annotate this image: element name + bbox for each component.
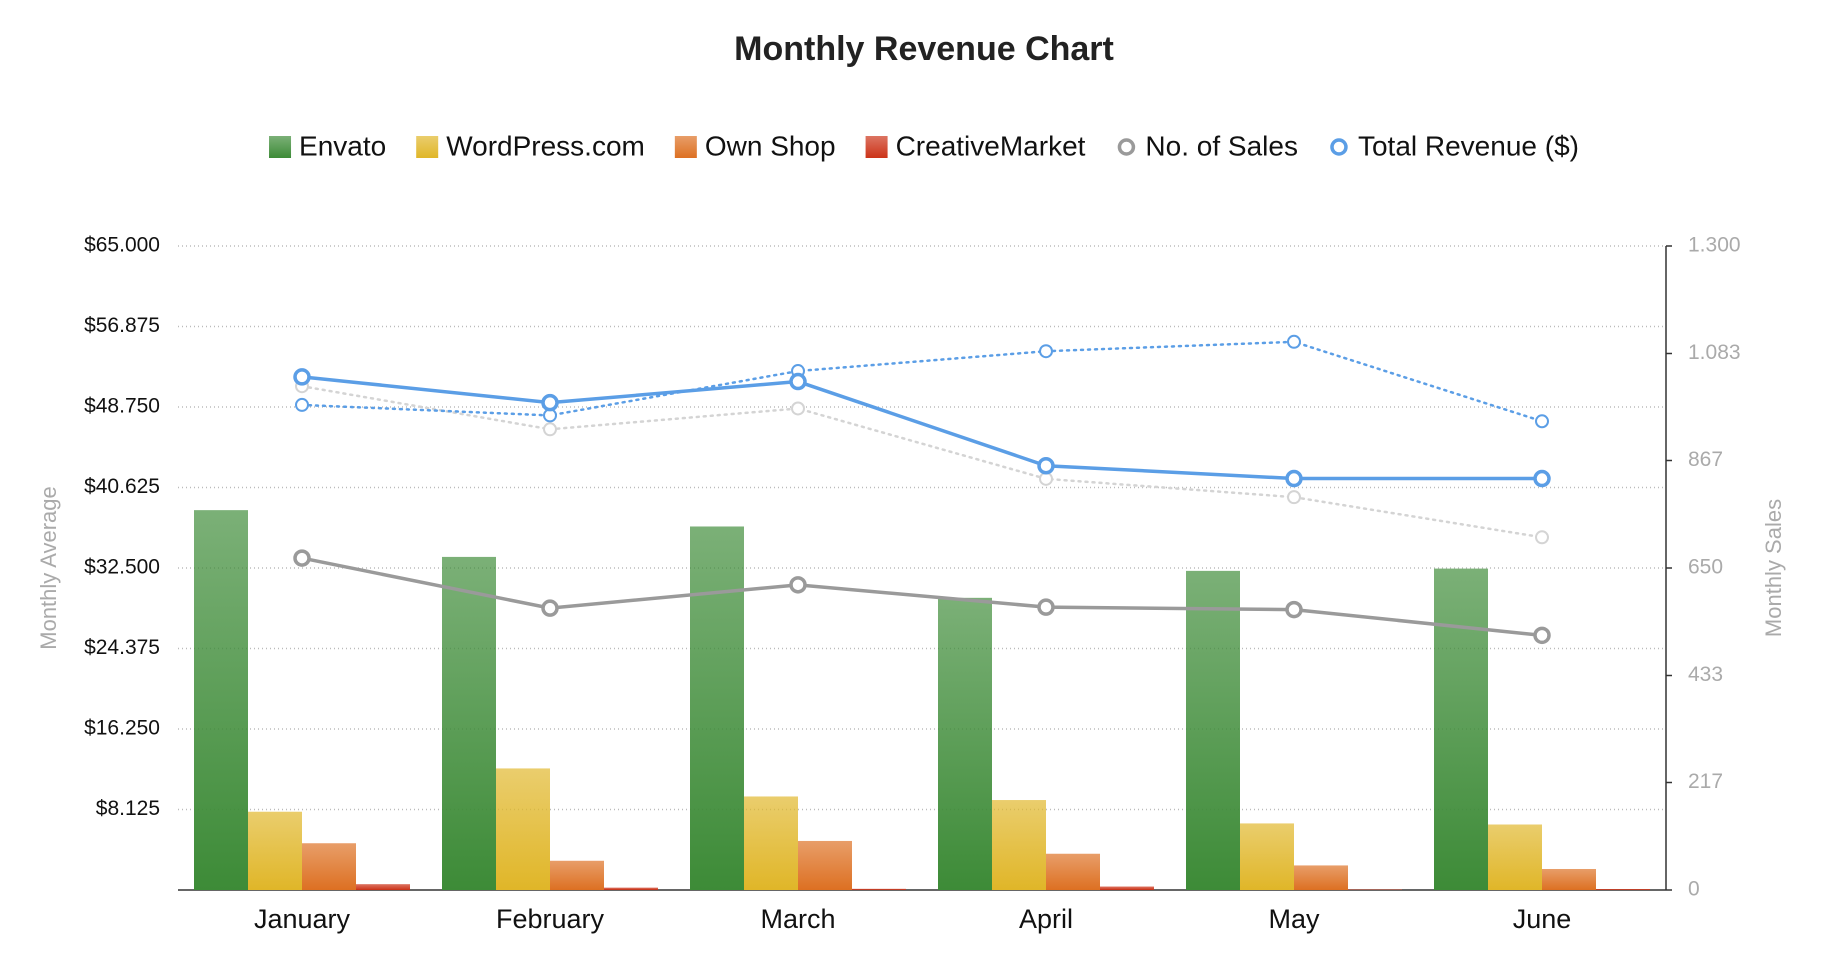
- y-tick-label: $16.250: [84, 717, 160, 740]
- legend-swatch: [1117, 138, 1136, 156]
- line-marker: [1287, 490, 1301, 505]
- y2-tick-label: 0: [1688, 878, 1700, 901]
- line-marker: [789, 372, 807, 391]
- bar: [798, 840, 852, 890]
- x-tick-label: March: [760, 904, 835, 934]
- bar: [1542, 868, 1596, 890]
- bar: [1434, 568, 1488, 890]
- legend-label: Total Revenue ($): [1358, 130, 1579, 161]
- y-axis-title: Monthly Average: [36, 486, 61, 649]
- y-tick-label: $8.125: [96, 797, 160, 820]
- bar: [1186, 570, 1240, 890]
- line-marker: [1287, 334, 1301, 349]
- y2-tick-label: 1.300: [1688, 234, 1741, 257]
- y-tick-label: $65.000: [84, 234, 160, 257]
- bar: [938, 597, 992, 890]
- bar: [442, 556, 496, 890]
- legend-item[interactable]: CreativeMarket: [865, 130, 1086, 161]
- dotted-line: [300, 384, 1544, 539]
- y2-tick-label: 433: [1688, 663, 1723, 686]
- line-marker: [1535, 530, 1549, 545]
- y-tick-label: $56.875: [84, 314, 160, 337]
- bar: [1294, 865, 1348, 890]
- line-marker: [1037, 598, 1055, 616]
- line-marker: [541, 599, 559, 617]
- line-marker: [293, 368, 311, 386]
- legend-swatch: [269, 136, 292, 158]
- line-marker: [1037, 457, 1055, 475]
- legend-swatch: [865, 136, 888, 158]
- legend-item[interactable]: WordPress.com: [416, 130, 645, 161]
- x-tick-label: April: [1019, 904, 1073, 934]
- bar: [1488, 824, 1542, 890]
- bar: [302, 843, 356, 890]
- legend-label: Envato: [299, 130, 386, 161]
- bar: [1596, 889, 1650, 890]
- line-marker: [1039, 344, 1053, 359]
- bar: [550, 860, 604, 890]
- chart-title: Monthly Revenue Chart: [734, 30, 1114, 68]
- bar: [852, 888, 906, 890]
- line-marker: [1039, 471, 1053, 486]
- legend-swatch: [674, 136, 697, 158]
- x-tick-label: January: [254, 904, 351, 934]
- bar: [690, 526, 744, 890]
- y2-tick-label: 650: [1688, 556, 1723, 579]
- legend-item[interactable]: Envato: [269, 130, 386, 161]
- bar: [1240, 823, 1294, 890]
- line-marker: [791, 401, 805, 416]
- legend-item[interactable]: Own Shop: [674, 130, 836, 161]
- y-tick-label: $40.625: [84, 475, 160, 498]
- bar: [356, 884, 410, 890]
- bar: [248, 811, 302, 890]
- bar: [1046, 853, 1100, 890]
- y2-axis-title: Monthly Sales: [1761, 499, 1786, 637]
- x-tick-label: June: [1513, 904, 1572, 934]
- bar: [194, 510, 248, 890]
- y2-tick-label: 867: [1688, 448, 1723, 471]
- bar: [496, 768, 550, 890]
- bar: [992, 800, 1046, 890]
- line-marker: [1533, 469, 1551, 488]
- line-marker: [1533, 626, 1551, 645]
- line-marker: [1285, 469, 1303, 488]
- legend-label: Own Shop: [705, 130, 836, 161]
- line-marker: [1285, 600, 1303, 619]
- line: [300, 375, 1544, 481]
- line-marker: [789, 576, 807, 594]
- bar: [604, 887, 658, 890]
- legend-item[interactable]: Total Revenue ($): [1330, 130, 1579, 161]
- x-tick-label: May: [1268, 904, 1320, 934]
- legend-swatch: [416, 136, 439, 158]
- line-marker: [543, 422, 557, 437]
- x-tick-label: February: [496, 904, 605, 934]
- bar: [1100, 886, 1154, 890]
- line-marker: [293, 549, 311, 567]
- line-marker: [1535, 414, 1549, 429]
- line-marker: [295, 397, 309, 412]
- y2-tick-label: 1.083: [1688, 341, 1741, 364]
- y2-tick-label: 217: [1688, 770, 1723, 793]
- legend-label: No. of Sales: [1145, 130, 1298, 161]
- legend-swatch: [1330, 138, 1348, 156]
- dotted-line: [300, 340, 1544, 423]
- y-tick-label: $32.500: [84, 556, 160, 579]
- legend-item[interactable]: No. of Sales: [1117, 130, 1298, 161]
- legend-label: CreativeMarket: [896, 130, 1086, 161]
- bar: [744, 796, 798, 890]
- y-tick-label: $48.750: [84, 395, 160, 418]
- legend-label: WordPress.com: [446, 130, 645, 161]
- line-marker: [541, 393, 559, 412]
- y-tick-label: $24.375: [84, 636, 160, 659]
- line: [300, 556, 1544, 638]
